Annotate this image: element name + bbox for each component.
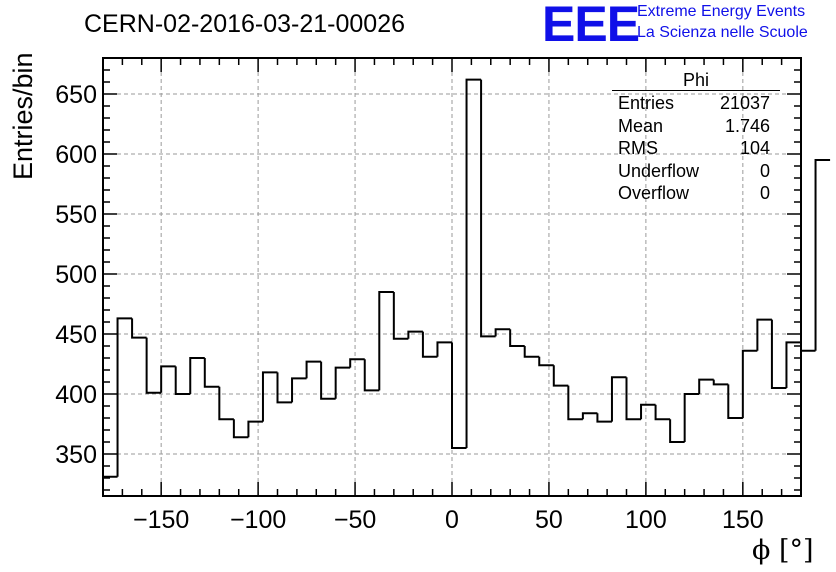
histogram-bin [203, 358, 220, 388]
y-tick-label: 600 [55, 141, 97, 169]
histogram-bin [567, 385, 583, 421]
histogram-bin [800, 342, 816, 352]
histogram-bin [552, 365, 569, 387]
x-tick-label: −100 [230, 506, 286, 534]
histogram-bin [436, 341, 452, 357]
histogram-bin [349, 358, 365, 368]
stats-value: 1.746 [724, 115, 770, 136]
histogram-bin [392, 292, 409, 340]
stats-label: Underflow [618, 160, 700, 181]
stats-value: 21037 [719, 93, 770, 113]
histogram-bin [363, 359, 380, 392]
stats-label: Entries [618, 93, 675, 113]
histogram-bin [683, 393, 700, 442]
histogram-bin [770, 319, 787, 389]
histogram-bin [189, 357, 205, 394]
histogram-bin [654, 404, 671, 421]
histogram-bin [116, 317, 133, 477]
histogram-bin [320, 361, 336, 400]
histogram-bin [727, 384, 743, 419]
histogram-bin [465, 78, 482, 448]
stats-label: Overflow [618, 183, 690, 203]
histogram-bin [232, 419, 249, 439]
x-tick-label: −50 [334, 506, 376, 534]
x-axis-label: ϕ [°] [752, 535, 814, 566]
y-tick-label: 450 [55, 321, 97, 349]
stats-value: 0 [759, 160, 770, 181]
histogram-bars [102, 78, 831, 496]
histogram-bin [581, 412, 598, 420]
histogram-bin [523, 346, 540, 358]
histogram-bin [538, 356, 554, 367]
histogram-bin [291, 377, 307, 403]
histogram-bin [407, 330, 423, 339]
eee-logo: EEE [542, 0, 640, 52]
histogram-bin [610, 376, 627, 422]
histogram-bin [756, 318, 772, 351]
histogram-bin [814, 159, 831, 351]
histogram-bin [480, 79, 496, 338]
histogram-bin [261, 371, 278, 422]
logo-caption-line2: La Scienza nelle Scuole [637, 24, 808, 41]
stats-row-mean: Mean 1.746 [612, 114, 780, 137]
histogram-bin [494, 328, 511, 337]
stats-row-rms: RMS 104 [612, 136, 780, 159]
histogram-bin [596, 413, 612, 423]
y-tick-label: 550 [55, 201, 97, 229]
histogram-bin [276, 372, 293, 404]
x-tick-label: 100 [625, 506, 667, 534]
axis-ticks [102, 57, 802, 496]
stats-label: RMS [618, 138, 658, 158]
y-tick-label: 650 [55, 81, 97, 109]
plot-title: CERN-02-2016-03-21-00026 [84, 10, 406, 38]
stats-row-overflow: Overflow 0 [612, 181, 780, 204]
stats-title: Phi [612, 70, 780, 91]
x-tick-label: 0 [445, 506, 459, 534]
histogram-bin [102, 475, 118, 496]
logo-caption-line1: Extreme Energy Events [637, 3, 806, 20]
histogram-bin [698, 378, 714, 394]
stats-row-entries: Entries 21037 [612, 91, 780, 114]
histogram-bin [785, 341, 801, 388]
histogram-bin [131, 318, 147, 339]
histogram-bin [741, 349, 758, 418]
histogram-bin [625, 377, 642, 421]
histogram-bin [640, 403, 656, 420]
x-tick-label: 150 [722, 506, 764, 534]
y-axis-label: Entries/bin [8, 52, 38, 180]
x-tick-label: −150 [133, 506, 189, 534]
histogram-bin [334, 366, 351, 399]
histogram-bin [669, 419, 685, 443]
histogram-bin [712, 379, 729, 386]
stats-value: 104 [739, 138, 770, 158]
grid-lines [103, 58, 801, 496]
stats-value: 0 [759, 183, 770, 203]
histogram-bin [174, 366, 191, 395]
histogram-bin [509, 329, 525, 347]
x-tick-label: 50 [535, 506, 563, 534]
histogram-bin [145, 337, 162, 394]
y-tick-label: 400 [55, 381, 97, 409]
axis-tick-labels: −150 −100 −50 0 50 100 150 350 400 450 500 550 600 65… [55, 81, 763, 534]
stats-box: Phi Entries 21037 Mean 1.746 RMS 104 Und… [612, 70, 780, 204]
histogram-bin [160, 365, 176, 393]
stats-label: Mean [618, 115, 664, 136]
y-tick-label: 350 [55, 441, 97, 469]
y-tick-label: 500 [55, 261, 97, 289]
histogram-bin [421, 331, 438, 358]
histogram-bin [305, 360, 322, 379]
histogram-bin [218, 386, 234, 421]
stats-row-underflow: Underflow 0 [612, 159, 780, 182]
histogram-bin [247, 420, 263, 438]
histogram-bin [378, 291, 394, 391]
histogram-bin [451, 342, 467, 449]
